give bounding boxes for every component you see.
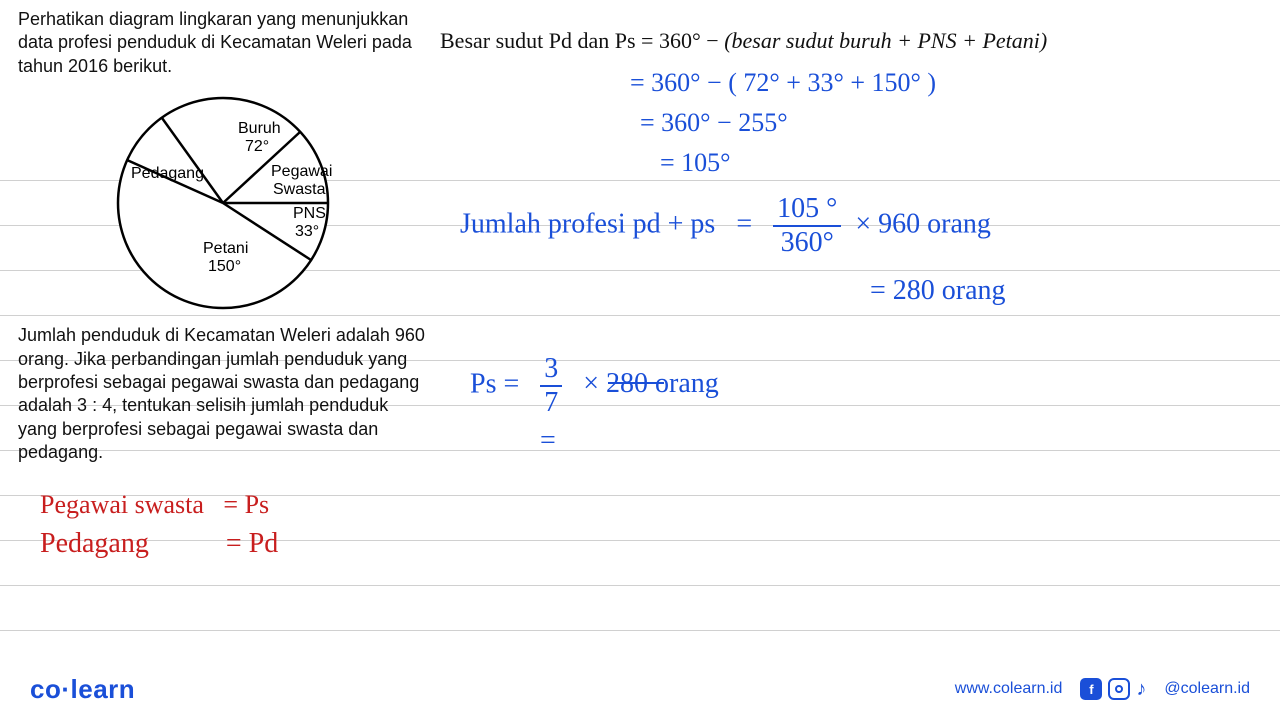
pie-label-pns-deg: 33° (295, 223, 319, 240)
def-pd-eq: = Pd (226, 528, 278, 559)
formula-rhs: (besar sudut buruh + PNS + Petani) (724, 28, 1047, 53)
work-line1: = 360° − ( 72° + 33° + 150° ) (630, 68, 936, 98)
work-jumlah-eq: = (736, 208, 752, 239)
social-icons: f ♪ (1080, 678, 1146, 701)
footer-handle[interactable]: @colearn.id (1164, 680, 1250, 698)
pie-label-pns: PNS (293, 205, 326, 222)
formula-lhs: Besar sudut Pd dan Ps = 360° − (440, 28, 724, 53)
footer-url[interactable]: www.colearn.id (955, 680, 1063, 698)
left-column: Perhatikan diagram lingkaran yang menunj… (18, 8, 428, 465)
pie-label-ps2: Swasta (273, 181, 326, 198)
footer-right: www.colearn.id f ♪ @colearn.id (955, 678, 1250, 701)
work-jumlah-frac: 105 ° 360° (773, 195, 841, 257)
work-ps-lhs: Ps = (470, 368, 519, 399)
logo-dot: · (61, 674, 70, 704)
work-ps-den: 7 (540, 387, 562, 417)
formula-line: Besar sudut Pd dan Ps = 360° − (besar su… (440, 28, 1047, 54)
def-pd-label: Pedagang (40, 528, 149, 559)
tiktok-icon[interactable]: ♪ (1136, 678, 1146, 701)
strike-280 (608, 382, 664, 384)
facebook-icon[interactable]: f (1080, 678, 1102, 700)
pie-label-petani: Petani (203, 240, 248, 257)
instagram-icon[interactable] (1108, 678, 1130, 700)
pie-chart: Buruh 72° Pegawai Swasta PNS 33° Petani … (93, 88, 353, 318)
logo: co·learn (30, 674, 135, 705)
work-ps-frac: 3 7 (540, 355, 562, 417)
work-ps-rest-wrap: × 280 orang (576, 368, 719, 399)
problem-intro: Perhatikan diagram lingkaran yang menunj… (18, 8, 428, 78)
def-ps-label: Pegawai swasta (40, 490, 204, 519)
work-jumlah: Jumlah profesi pd + ps = 105 ° 360° × 96… (460, 195, 991, 257)
work-ps-eq2: = (540, 425, 556, 457)
logo-learn: learn (71, 674, 136, 704)
def-ps: Pegawai swasta = Ps (40, 490, 269, 520)
work-line3: = 105° (660, 148, 731, 178)
work-ps-line: Ps = 3 7 × 280 orang (470, 355, 719, 417)
work-line2: = 360° − 255° (640, 108, 788, 138)
problem-continuation: Jumlah penduduk di Kecamatan Weleri adal… (18, 324, 428, 464)
def-ps-eq: = Ps (223, 490, 269, 519)
logo-co: co (30, 674, 61, 704)
footer: co·learn www.colearn.id f ♪ @colearn.id (0, 668, 1280, 710)
work-jumlah-label: Jumlah profesi pd + ps (460, 208, 715, 239)
pie-label-ps1: Pegawai (271, 163, 332, 180)
pie-label-petani-deg: 150° (208, 258, 241, 275)
pie-label-buruh-deg: 72° (245, 138, 269, 155)
work-frac-num: 105 ° (773, 195, 841, 227)
pie-label-pedagang: Pedagang (131, 165, 204, 182)
work-result: = 280 orang (870, 275, 1006, 307)
def-pd: Pedagang = Pd (40, 528, 278, 560)
work-frac-den: 360° (773, 227, 841, 257)
work-mult: × 960 orang (855, 208, 991, 239)
pie-label-buruh: Buruh (238, 120, 281, 137)
work-ps-num: 3 (540, 355, 562, 387)
